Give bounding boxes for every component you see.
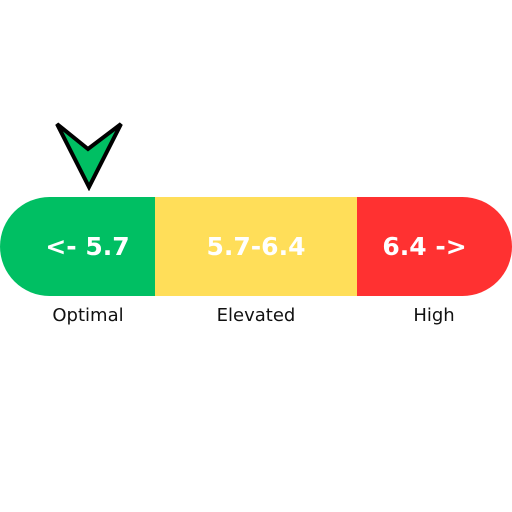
segment-optimal: <- 5.7: [0, 197, 155, 296]
category-label-high: High: [413, 305, 455, 326]
segment-high: 6.4 ->: [357, 197, 512, 296]
range-scale-bar: <- 5.7 5.7-6.4 6.4 ->: [0, 197, 512, 296]
down-arrow-marker-icon: [55, 122, 123, 191]
range-label-optimal: <- 5.7: [45, 232, 130, 261]
range-label-elevated: 5.7-6.4: [206, 232, 306, 261]
range-label-high: 6.4 ->: [382, 232, 467, 261]
category-label-optimal: Optimal: [52, 305, 124, 326]
category-label-elevated: Elevated: [216, 305, 296, 326]
segment-elevated: 5.7-6.4: [155, 197, 357, 296]
